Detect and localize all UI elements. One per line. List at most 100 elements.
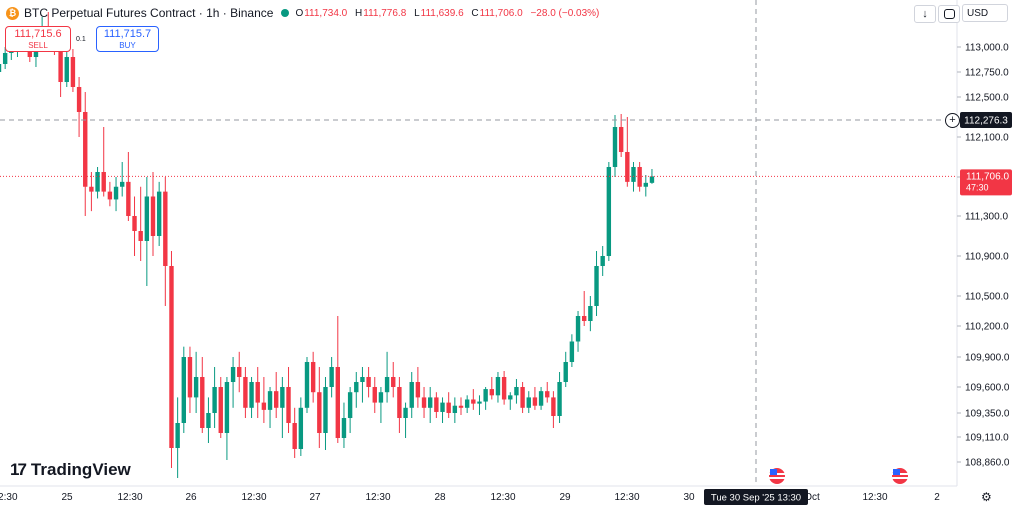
- candle-body: [378, 392, 384, 403]
- candle-up: [440, 397, 445, 423]
- candle-down: [187, 346, 193, 413]
- bitcoin-icon: ₿: [6, 6, 19, 20]
- axis-markers: 112,276.3 111,706.047:30 Tue 30 Sep '25 13…: [704, 112, 1012, 505]
- candle-down: [545, 382, 550, 403]
- candle-up: [495, 372, 501, 403]
- candle-down: [138, 186, 143, 261]
- time-axis-tick-label: 12:30: [490, 492, 515, 503]
- time-axis-tick-label: 30: [683, 492, 695, 503]
- candle-down: [218, 377, 223, 438]
- time-axis-tick-label: 12:30: [0, 492, 18, 503]
- candle-up: [230, 357, 236, 408]
- candle-up: [95, 167, 100, 199]
- sell-button[interactable]: 111,715.6 SELL: [5, 26, 71, 52]
- download-arrow-button[interactable]: ↓: [914, 5, 936, 23]
- candle-body: [526, 397, 531, 408]
- candle-body: [391, 377, 396, 387]
- candle-body: [588, 306, 593, 321]
- candle-body: [274, 391, 279, 408]
- candle-body: [113, 186, 119, 200]
- candle-body: [237, 367, 242, 377]
- candle-body: [101, 172, 106, 192]
- chart-settings-gear-icon[interactable]: ⚙: [981, 490, 992, 504]
- last-price-label: 111,706.0: [966, 171, 1009, 182]
- close-value: 111,706.0: [479, 7, 523, 19]
- candle-body: [538, 391, 544, 406]
- candle-down: [458, 397, 464, 415]
- snapshot-button[interactable]: [938, 5, 960, 23]
- symbol-title[interactable]: BTC Perpetual Futures Contract · 1h · Bi…: [24, 6, 274, 20]
- candle-body: [230, 367, 236, 382]
- candle-body: [643, 182, 648, 187]
- candle-down: [76, 77, 82, 137]
- candle-up: [477, 395, 482, 415]
- buy-button[interactable]: 111,715.7 BUY: [96, 26, 159, 52]
- candle-body: [612, 127, 618, 167]
- candle-down: [132, 196, 137, 256]
- candle-up: [360, 367, 365, 403]
- time-axis-tick-label: 29: [559, 492, 571, 503]
- candle-up: [428, 387, 433, 423]
- candle-up: [120, 162, 125, 197]
- candle-up: [156, 181, 162, 246]
- candle-body: [126, 181, 131, 216]
- candle-up: [113, 177, 119, 212]
- candle-down: [83, 92, 88, 216]
- candle-body: [471, 399, 476, 404]
- candle-body: [107, 191, 113, 200]
- candle-body: [563, 362, 568, 382]
- add-alert-plus-icon[interactable]: +: [945, 113, 960, 128]
- us-flag-icon[interactable]: [769, 468, 785, 484]
- crosshair-price-label: 112,276.3: [964, 116, 1008, 127]
- candle-down: [372, 377, 377, 413]
- candle-up: [575, 311, 581, 352]
- price-axis-tick-label: 112,750.0: [965, 68, 1009, 79]
- candle-body: [175, 423, 180, 448]
- candle-down: [126, 152, 131, 221]
- candle-body: [569, 341, 575, 362]
- price-axis-tick-label: 109,900.0: [965, 353, 1010, 364]
- price-axis-tick-label: 112,100.0: [965, 133, 1009, 144]
- candle-body: [514, 387, 519, 396]
- candle-body: [495, 377, 501, 396]
- candle-down: [70, 49, 76, 92]
- price-axis[interactable]: 113,000.0 112,750.0 112,500.0 112,100.0 111,…: [957, 43, 1010, 469]
- candle-down: [261, 377, 267, 423]
- candle-body: [458, 405, 464, 408]
- candle-up: [224, 377, 230, 460]
- candle-up: [175, 397, 180, 478]
- candle-up: [643, 175, 648, 197]
- candle-up: [464, 395, 470, 413]
- candle-down: [551, 391, 556, 428]
- time-axis-tick-label: 28: [434, 492, 446, 503]
- candle-up: [329, 357, 334, 398]
- candle-down: [150, 172, 156, 256]
- us-flag-icon[interactable]: [892, 468, 908, 484]
- candle-body: [144, 196, 150, 241]
- candle-down: [335, 316, 340, 443]
- overlay-lines: [0, 0, 957, 486]
- candle-up: [378, 387, 384, 423]
- candle-up: [557, 372, 562, 423]
- candle-up: [341, 402, 347, 448]
- candle-down: [58, 45, 63, 97]
- candle-body: [58, 52, 63, 82]
- candle-body: [212, 387, 217, 413]
- candle-body: [434, 397, 439, 412]
- tradingview-logo[interactable]: 17 TradingView: [10, 460, 131, 480]
- candle-body: [2, 53, 8, 64]
- candle-body: [384, 377, 390, 393]
- candle-body: [341, 418, 347, 438]
- time-axis[interactable]: 12:30 25 12:30 26 12:30 27 12:30 28 12:30 29 12:30…: [0, 492, 940, 503]
- candle-body: [329, 367, 334, 387]
- candle-body: [625, 152, 630, 182]
- price-axis-tick-label: 109,110.0: [965, 433, 1009, 444]
- candle-up: [181, 346, 186, 433]
- currency-select[interactable]: USD: [962, 4, 1008, 22]
- candle-up: [249, 377, 254, 418]
- candle-down: [415, 367, 421, 408]
- candle-down: [446, 392, 451, 418]
- low-value: 111,639.6: [420, 7, 464, 19]
- candle-down: [397, 377, 402, 433]
